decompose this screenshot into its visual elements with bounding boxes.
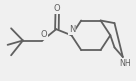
Text: O: O (53, 4, 60, 13)
Text: NH: NH (119, 59, 131, 68)
Text: N: N (69, 25, 75, 34)
Text: O: O (40, 30, 47, 39)
